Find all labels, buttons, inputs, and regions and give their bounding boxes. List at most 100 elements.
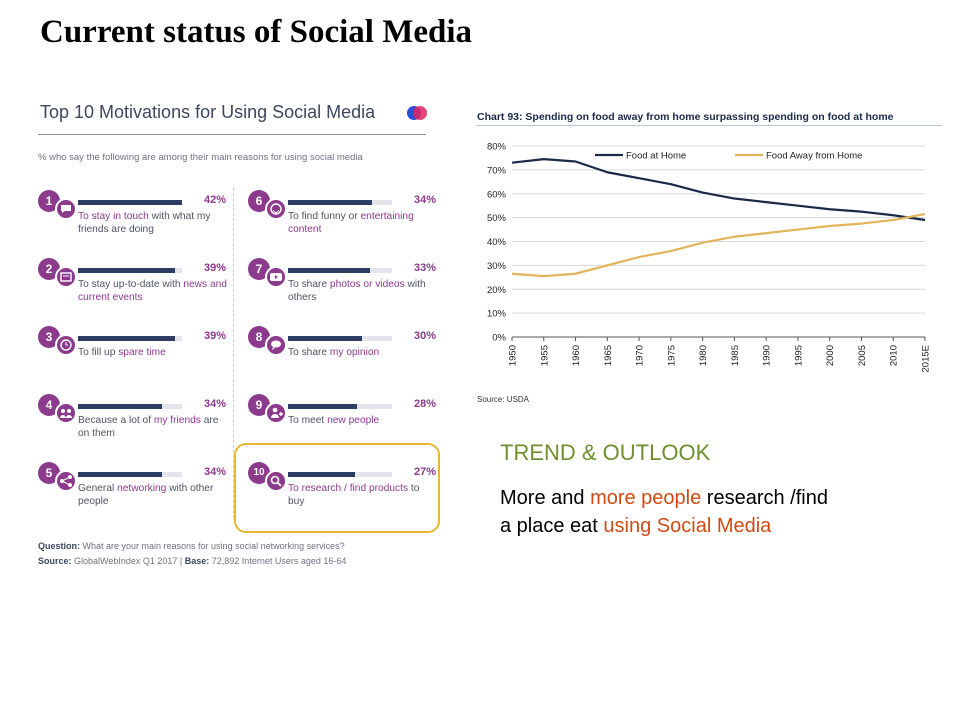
motivations-infographic: Top 10 Motivations for Using Social Medi…	[38, 90, 440, 580]
motivation-item: 6 34% To find funny or entertaining conten…	[248, 190, 436, 250]
motivation-item: 1 42% To stay in touch with what my friend…	[38, 190, 226, 250]
x-tick-label: 2000	[825, 345, 836, 366]
value-bar-track	[78, 472, 182, 477]
x-tick-label: 1965	[603, 345, 614, 366]
y-tick-label: 70%	[487, 165, 507, 176]
motivation-label: To fill up spare time	[78, 347, 166, 358]
value-bar	[78, 472, 163, 477]
share-icon	[55, 470, 77, 492]
rank-badge: 7	[248, 258, 270, 280]
value-label: 27%	[413, 466, 436, 478]
chat-icon	[55, 198, 77, 220]
legend-label: Food Away from Home	[766, 151, 862, 162]
legend-label: Food at Home	[626, 151, 686, 162]
column-divider	[233, 188, 234, 518]
motivation-label: To research / find products to buy	[288, 483, 420, 507]
value-label: 34%	[413, 194, 436, 206]
motivation-item: 2 39% To stay up-to-date with news and cur…	[38, 258, 227, 318]
motivation-label: General networking with other people	[78, 483, 214, 507]
food-away-line	[511, 212, 926, 278]
question-note: Question: What are your main reasons for…	[38, 541, 345, 551]
motivation-item: 9 28% To meet new people	[248, 394, 436, 454]
motivation-item: 10 27% To research / find products to buy	[248, 462, 436, 522]
x-tick-label: 1975	[666, 345, 677, 366]
title-divider	[38, 134, 426, 135]
motivation-label: To stay up-to-date with news and current…	[78, 279, 227, 303]
motivation-label: To meet new people	[288, 415, 380, 426]
clock-icon	[55, 334, 77, 356]
chart-source: Source: USDA	[477, 395, 530, 404]
value-bar	[288, 268, 370, 273]
x-tick-label: 2010	[889, 345, 900, 366]
group-icon	[55, 402, 77, 424]
newspaper-icon	[55, 266, 77, 288]
y-tick-label: 10%	[487, 309, 507, 320]
globalwebindex-logo-icon	[407, 106, 427, 120]
value-bar	[288, 336, 363, 341]
motivation-label: Because a lot of my friends are on them	[78, 415, 219, 439]
slide-title: Current status of Social Media	[40, 14, 473, 50]
value-label: 42%	[203, 194, 226, 206]
motivation-label: To stay in touch with what my friends ar…	[78, 211, 211, 235]
rank-badge: 3	[38, 326, 60, 348]
trend-line-2: a place eat using Social Media	[500, 515, 772, 537]
motivation-label: To find funny or entertaining content	[288, 211, 414, 235]
x-tick-label: 1960	[571, 345, 582, 366]
rank-badge: 10	[248, 462, 270, 484]
y-tick-label: 40%	[487, 237, 507, 248]
value-label: 39%	[203, 262, 226, 274]
motivation-item: 8 30% To share my opinion	[248, 326, 436, 386]
rank-badge: 5	[38, 462, 60, 484]
motivation-item: 3 39% To fill up spare time	[38, 326, 226, 386]
play-icon	[265, 266, 287, 288]
value-label: 34%	[203, 398, 226, 410]
value-bar-track	[78, 404, 182, 409]
infographic-title: Top 10 Motivations for Using Social Medi…	[40, 102, 376, 122]
value-bar	[288, 200, 373, 205]
x-tick-label: 1995	[793, 345, 804, 366]
y-tick-label: 30%	[487, 261, 507, 272]
motivation-item: 4 34% Because a lot of my friends are on t…	[38, 394, 226, 454]
trend-text: More and more people research /find a pl…	[500, 484, 828, 540]
trend-line-1: More and more people research /find	[500, 487, 828, 509]
x-tick-label: 1980	[698, 345, 709, 366]
rank-badge: 2	[38, 258, 60, 280]
value-bar-track	[288, 268, 392, 273]
value-label: 33%	[413, 262, 436, 274]
value-bar	[78, 404, 163, 409]
motivation-label: To share photos or videos with others	[288, 279, 426, 303]
add-person-icon	[265, 402, 287, 424]
chart-title-rule	[476, 125, 942, 126]
value-bar	[78, 268, 175, 273]
speech-icon	[265, 334, 287, 356]
value-label: 28%	[413, 398, 436, 410]
motivation-label: To share my opinion	[288, 347, 380, 358]
source-note: Source: GlobalWebIndex Q1 2017 | Base: 7…	[38, 556, 347, 566]
x-tick-label: 1985	[730, 345, 741, 366]
motivation-item: 5 34% General networking with other people	[38, 462, 226, 522]
y-tick-label: 20%	[487, 285, 507, 296]
value-bar-track	[78, 268, 182, 273]
x-tick-label: 2015E	[921, 345, 932, 372]
value-bar-track	[288, 472, 392, 477]
search-icon	[265, 470, 287, 492]
smiley-icon	[265, 198, 287, 220]
value-label: 30%	[413, 330, 436, 342]
value-bar-track	[288, 200, 392, 205]
x-tick-label: 2005	[857, 345, 868, 366]
motivation-item: 7 33% To share photos or videos with other…	[248, 258, 436, 318]
y-tick-label: 60%	[487, 189, 507, 200]
rank-badge: 1	[38, 190, 60, 212]
food-at-home-line	[511, 158, 926, 222]
value-bar-track	[78, 336, 182, 341]
rank-badge: 8	[248, 326, 270, 348]
rank-badge: 4	[38, 394, 60, 416]
food-spending-line-chart: 0% 10% 20% 30% 40% 50% 60% 70% 80% 1950 1955 1960 19…	[487, 142, 932, 373]
value-bar	[288, 404, 358, 409]
value-label: 34%	[203, 466, 226, 478]
value-bar	[288, 472, 355, 477]
highlight-box	[234, 443, 440, 533]
value-bar	[78, 336, 175, 341]
value-bar-track	[78, 200, 182, 205]
chart-title: Chart 93: Spending on food away from hom…	[477, 111, 894, 123]
